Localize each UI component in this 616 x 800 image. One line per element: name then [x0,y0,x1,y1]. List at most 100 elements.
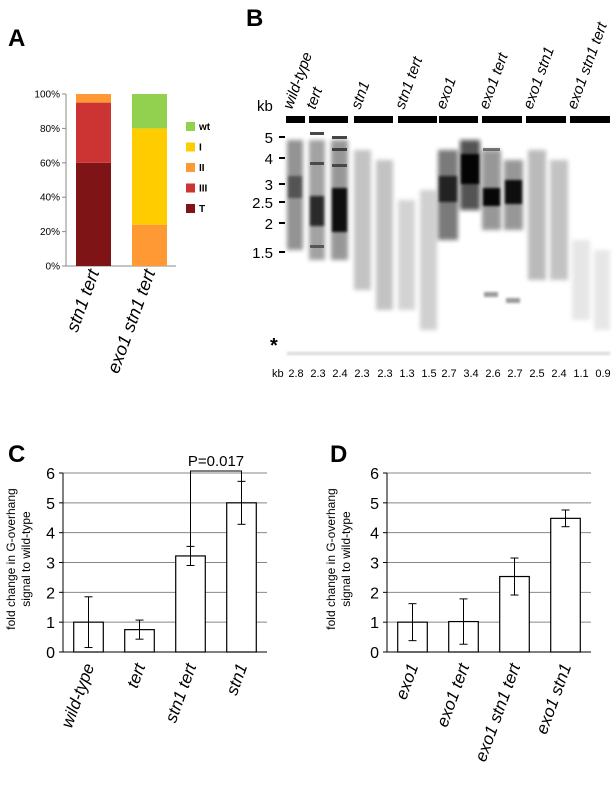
panel-a-stacked-chart: 0% 20% 40% 60% 80% 100% stn1 tert exo1 stn1 te… [34,90,210,376]
gel-lane-size: 2.7 [507,368,522,380]
gel-group-bar [439,116,478,123]
gel-group-label: exo1 stn1 tert [564,19,611,111]
panel-c-bar-chart: fold change in G-overhang signal to wild… [4,453,267,730]
panel-d-y-label-line2: signal to wild-type [339,511,353,607]
gel-band [461,154,479,184]
gel-group-label: tert [303,84,327,111]
panel-label-c: C [8,441,25,468]
gel-asterisk: * [270,335,278,357]
panel-a-y-tick-label: 80% [40,124,60,135]
gel-band [332,164,347,167]
stack-segment-t [76,162,111,266]
y-tick-label: 5 [370,496,379,513]
legend-swatch-t [186,204,195,213]
gel-group-bar [354,116,393,123]
gel-band [505,180,522,204]
gel-band [332,148,347,151]
gel-group-label: exo1 stn1 [520,44,558,111]
bar-stn1 [226,502,257,653]
y-tick-label: 3 [46,556,55,573]
gel-marker-label: 2.5 [252,195,273,212]
y-tick-label: 6 [370,466,379,483]
gel-lane-size: 2.4 [332,368,347,380]
panel-a-y-tick-label: 100% [34,90,60,101]
y-tick-label: 1 [46,615,55,632]
gel-lane-exo1-stn1-tert-2 [594,250,610,330]
gel-lane-size: 2.7 [441,368,456,380]
gel-lane-size: 0.9 [595,368,610,380]
y-tick-label: 0 [46,645,55,662]
gel-lane-size: 2.5 [529,368,544,380]
legend-label-i: I [199,143,202,154]
stack-segment-ii [132,224,167,266]
legend-swatch-i [186,142,195,152]
panel-c-y-label-line1: fold change in G-overhang [4,488,18,629]
gel-lane-stn1-2 [376,160,393,310]
pvalue-label: P=0.017 [188,453,244,470]
x-label: exo1 tert [433,660,474,730]
gel-band [310,132,324,135]
gel-band [310,245,324,248]
gel-lane-size: 2.3 [354,368,369,380]
gel-group-label: stn1 [348,79,374,111]
pvalue-bracket [190,470,242,547]
gel-marker-label: 5 [265,130,273,147]
x-label: stn1 [222,661,251,698]
legend-label-ii: II [199,163,205,174]
gel-lane-size: 1.3 [399,368,414,380]
gel-group-bar [526,116,566,123]
y-tick-label: 1 [370,615,379,632]
panel-a-y-tick-label: 60% [40,158,60,169]
gel-lane-exo1-stn1-tert-1 [572,240,590,320]
x-label: exo1 [392,661,422,702]
bar-exo1-stn1 [550,517,581,653]
gel-bottom-kb-label: kb [272,368,284,380]
stack-segment-iii [76,102,111,163]
legend-label-t: T [199,204,205,215]
legend-swatch-ii [186,163,195,172]
y-tick-label: 2 [370,585,379,602]
gel-band [288,176,302,198]
gel-band [332,136,347,139]
legend-swatch-iii [186,183,195,193]
panel-c-y-label-line2: signal to wild-type [19,511,33,607]
y-tick-label: 5 [46,496,55,513]
gel-group-bar [309,116,348,123]
y-tick-label: 6 [46,466,55,483]
panel-a-x-label: stn1 tert [62,266,103,335]
gel-lane-size: 2.3 [310,368,325,380]
gel-lane-stn1-tert-1 [398,200,415,310]
gel-band [439,176,457,202]
gel-group-label: exo1 tert [476,50,512,111]
gel-lane-exo1-stn1-1 [528,150,546,280]
x-label: exo1 stn1 tert [471,660,525,764]
gel-lane-stn1-1 [354,150,371,290]
gel-lanes [287,132,610,355]
gel-lane-size: 2.8 [288,368,303,380]
gel-band [310,162,324,165]
stack-segment-ii [76,94,111,103]
gel-group-bar [286,116,305,123]
gel-group-bar [482,116,522,123]
gel-group-bar [398,116,437,123]
stack-segment-i [132,128,167,225]
gel-lane-size: 2.4 [551,368,566,380]
panel-a-y-tick-label: 20% [40,227,60,238]
gel-band [506,298,520,303]
panel-a-y-tick-label: 40% [40,193,60,204]
gel-lane-size: 3.4 [463,368,478,380]
gel-lane-size: 1.5 [421,368,436,380]
gel-marker-label: 2 [265,216,273,233]
gel-kb-label: kb [257,98,273,115]
gel-lane-stn1-tert-2 [420,190,437,330]
panel-a-y-tick-label: 0% [46,262,61,273]
bar-stn1-tert [175,555,206,653]
gel-lane-size: 1.1 [573,368,588,380]
gel-marker-label: 4 [265,151,273,168]
gel-band [483,188,500,206]
y-tick-label: 3 [370,556,379,573]
legend-label-iii: III [199,184,208,195]
panel-d-y-label-line1: fold change in G-overhang [324,488,338,629]
y-tick-label: 4 [46,526,55,543]
